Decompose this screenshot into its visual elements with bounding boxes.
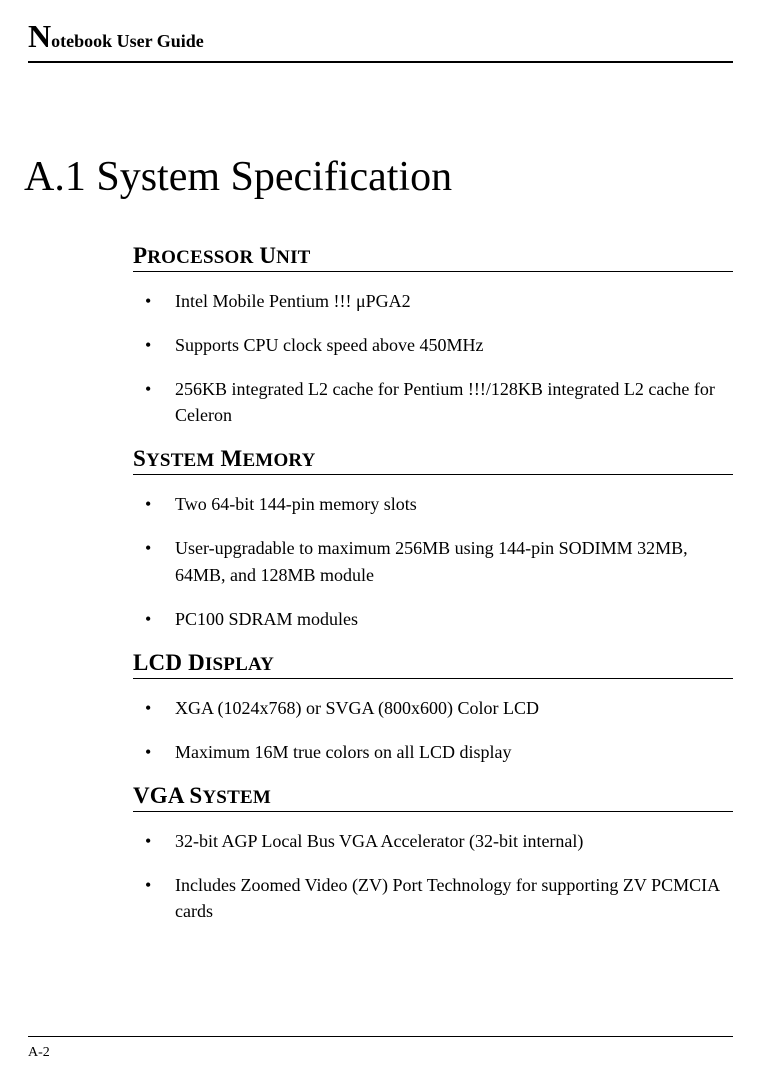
chapter-title: A.1 System Specification <box>24 153 733 201</box>
list-item: 32-bit AGP Local Bus VGA Accelerator (32… <box>133 828 733 854</box>
list-item: Intel Mobile Pentium !!! μPGA2 <box>133 288 733 314</box>
header-rest: otebook User Guide <box>51 31 204 51</box>
spec-list: XGA (1024x768) or SVGA (800x600) Color L… <box>133 695 733 765</box>
list-item: 256KB integrated L2 cache for Pentium !!… <box>133 376 733 428</box>
spec-list: 32-bit AGP Local Bus VGA Accelerator (32… <box>133 828 733 924</box>
list-item: Maximum 16M true colors on all LCD displ… <box>133 739 733 765</box>
list-item: User-upgradable to maximum 256MB using 1… <box>133 535 733 587</box>
page-footer: A-2 <box>28 1036 733 1061</box>
spec-list: Two 64-bit 144-pin memory slots User-upg… <box>133 491 733 631</box>
list-item: Includes Zoomed Video (ZV) Port Technolo… <box>133 872 733 924</box>
page-header: Notebook User Guide <box>28 18 733 63</box>
section-system-memory: SYSTEM MEMORY Two 64-bit 144-pin memory … <box>133 446 733 631</box>
list-item: PC100 SDRAM modules <box>133 606 733 632</box>
header-dropcap: N <box>28 18 51 54</box>
sections-container: PROCESSOR UNIT Intel Mobile Pentium !!! … <box>133 243 733 924</box>
section-heading: PROCESSOR UNIT <box>133 243 733 272</box>
section-heading: SYSTEM MEMORY <box>133 446 733 475</box>
section-heading: VGA SYSTEM <box>133 783 733 812</box>
spec-list: Intel Mobile Pentium !!! μPGA2 Supports … <box>133 288 733 428</box>
section-processor-unit: PROCESSOR UNIT Intel Mobile Pentium !!! … <box>133 243 733 428</box>
footer-rule <box>28 1036 733 1037</box>
section-lcd-display: LCD DISPLAY XGA (1024x768) or SVGA (800x… <box>133 650 733 765</box>
list-item: XGA (1024x768) or SVGA (800x600) Color L… <box>133 695 733 721</box>
page-content: A.1 System Specification PROCESSOR UNIT … <box>28 153 733 924</box>
section-heading: LCD DISPLAY <box>133 650 733 679</box>
page-number: A-2 <box>28 1045 733 1061</box>
list-item: Two 64-bit 144-pin memory slots <box>133 491 733 517</box>
section-vga-system: VGA SYSTEM 32-bit AGP Local Bus VGA Acce… <box>133 783 733 924</box>
list-item: Supports CPU clock speed above 450MHz <box>133 332 733 358</box>
